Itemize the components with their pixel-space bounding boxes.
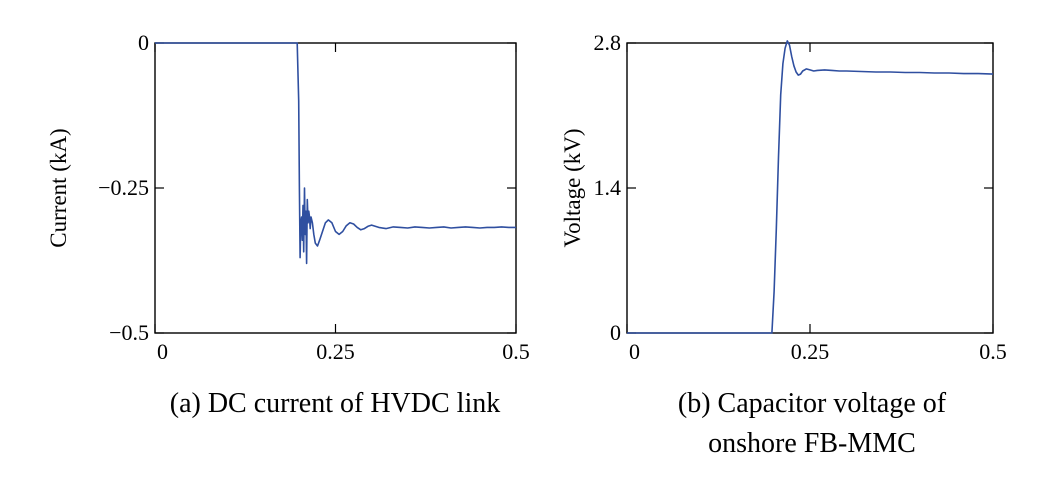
- y-axis-label: Current (kA): [46, 128, 71, 247]
- panel-a-current: 0 0.25 0.5 −0.5 −0.25 0 Current (kA) (a) DC …: [46, 30, 530, 419]
- x-tick-label: 0.25: [316, 339, 355, 364]
- y-tick-label: 0: [138, 30, 149, 55]
- x-tick-labels: 0 0.25 0.5: [629, 339, 1007, 364]
- caption-b-line-1: (b) Capacitor voltage of: [678, 388, 947, 419]
- tick-marks: [154, 42, 517, 334]
- caption-b-line-2: onshore FB-MMC: [708, 428, 916, 459]
- y-axis-label: Voltage (kV): [560, 128, 585, 247]
- x-tick-label: 0: [157, 339, 168, 364]
- panel-b-voltage: 0 0.25 0.5 0 1.4 2.8 Voltage (kV) (b) Capaci…: [560, 30, 1007, 459]
- x-tick-labels: 0 0.25 0.5: [157, 339, 530, 364]
- series-line: [627, 40, 994, 334]
- x-tick-label: 0.5: [979, 339, 1007, 364]
- plot-frame: [626, 42, 994, 334]
- y-tick-label: −0.5: [109, 320, 149, 345]
- y-tick-label: 0: [610, 320, 621, 345]
- y-tick-label: 1.4: [594, 175, 622, 200]
- y-tick-label: 2.8: [594, 30, 622, 55]
- series-line: [155, 42, 516, 265]
- tick-marks: [626, 42, 994, 334]
- plot-frame: [154, 42, 517, 334]
- x-tick-label: 0: [629, 339, 640, 364]
- y-tick-labels: 0 1.4 2.8: [594, 30, 622, 345]
- y-tick-label: −0.25: [98, 175, 149, 200]
- x-tick-label: 0.25: [791, 339, 830, 364]
- y-tick-labels: −0.5 −0.25 0: [98, 30, 149, 345]
- x-tick-label: 0.5: [502, 339, 530, 364]
- caption-a: (a) DC current of HVDC link: [170, 388, 500, 419]
